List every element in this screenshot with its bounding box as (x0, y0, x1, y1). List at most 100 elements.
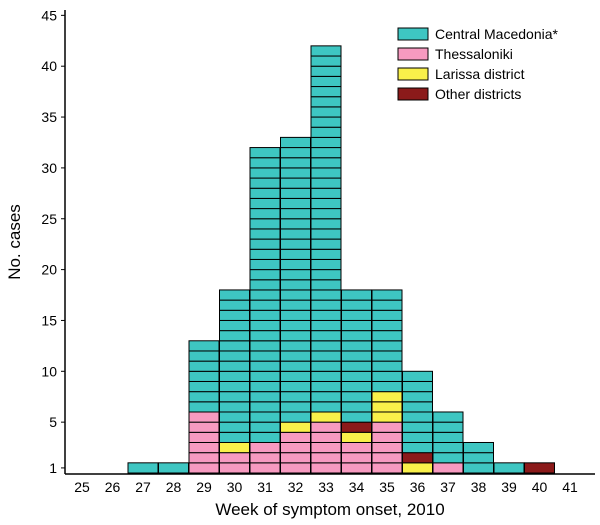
case-box (341, 289, 372, 301)
case-box (310, 228, 342, 240)
case-box (219, 330, 250, 342)
case-box (371, 401, 403, 413)
case-box (280, 258, 311, 271)
case-box (280, 441, 311, 454)
case-box (280, 380, 311, 393)
case-box (280, 462, 311, 474)
case-box (219, 309, 250, 321)
case-box (341, 421, 372, 433)
case-box (188, 340, 220, 352)
case-box (463, 462, 494, 474)
case-box (188, 380, 220, 393)
case-box (249, 157, 281, 169)
y-tick-label: 35 (41, 109, 57, 125)
case-box (249, 380, 281, 393)
case-box (188, 401, 220, 413)
case-box (280, 238, 311, 250)
case-box (371, 462, 403, 474)
case-box (371, 309, 403, 321)
case-box (402, 462, 433, 474)
case-box (188, 370, 220, 382)
case-box (310, 350, 342, 362)
case-box (249, 269, 281, 281)
case-box (310, 360, 342, 372)
case-box (310, 401, 342, 413)
case-box (280, 279, 311, 291)
case-box (249, 187, 281, 199)
case-box (310, 147, 342, 159)
x-tick-label: 33 (318, 479, 334, 495)
case-box (310, 431, 342, 443)
case-box (310, 187, 342, 199)
case-box (371, 452, 403, 464)
case-box (280, 452, 311, 464)
x-tick-label: 26 (105, 479, 121, 495)
case-box (341, 330, 372, 342)
case-box (310, 96, 342, 108)
x-tick-label: 34 (349, 479, 365, 495)
case-box (219, 431, 250, 443)
case-box (249, 431, 281, 443)
case-box (310, 238, 342, 250)
x-tick-label: 36 (410, 479, 426, 495)
case-box (280, 167, 311, 179)
x-tick-label: 25 (74, 479, 90, 495)
case-box (371, 411, 403, 423)
x-tick-label: 30 (227, 479, 243, 495)
case-box (280, 187, 311, 199)
case-box (280, 319, 311, 332)
case-box (402, 391, 433, 403)
case-box (280, 208, 311, 220)
case-box (371, 431, 403, 443)
case-box (280, 350, 311, 362)
case-box (280, 218, 311, 230)
case-box (280, 177, 311, 189)
case-box (280, 147, 311, 159)
case-box (310, 319, 342, 332)
case-box (310, 106, 342, 118)
case-box (341, 380, 372, 393)
x-tick-label: 41 (562, 479, 578, 495)
case-box (280, 197, 311, 210)
x-tick-label: 31 (257, 479, 273, 495)
case-box (249, 279, 281, 291)
case-box (158, 462, 189, 474)
case-box (280, 228, 311, 240)
case-box (402, 452, 433, 464)
legend-label: Other districts (435, 86, 521, 102)
y-axis-title: No. cases (5, 204, 24, 280)
case-box (371, 441, 403, 454)
case-box (310, 289, 342, 301)
case-box (219, 289, 250, 301)
case-box (310, 45, 342, 57)
case-box (219, 340, 250, 352)
case-box (341, 462, 372, 474)
case-box (310, 177, 342, 189)
case-box (371, 380, 403, 393)
case-box (402, 441, 433, 454)
case-box (341, 309, 372, 321)
case-box (249, 248, 281, 260)
case-box (280, 431, 311, 443)
case-box (249, 228, 281, 240)
case-box (188, 391, 220, 403)
bars-group (127, 45, 555, 474)
case-box (249, 258, 281, 271)
case-box (310, 167, 342, 179)
legend-swatch (397, 87, 429, 101)
case-box (310, 462, 342, 474)
case-box (310, 55, 342, 67)
case-box (371, 319, 403, 332)
case-box (341, 370, 372, 382)
case-box (280, 421, 311, 433)
case-box (219, 462, 250, 474)
case-box (219, 401, 250, 413)
case-box (249, 319, 281, 332)
case-box (310, 86, 342, 98)
case-box (249, 177, 281, 189)
x-axis-title: Week of symptom onset, 2010 (215, 500, 444, 519)
case-box (341, 340, 372, 352)
case-box (188, 350, 220, 362)
legend-label: Larissa district (435, 66, 525, 82)
case-box (310, 452, 342, 464)
